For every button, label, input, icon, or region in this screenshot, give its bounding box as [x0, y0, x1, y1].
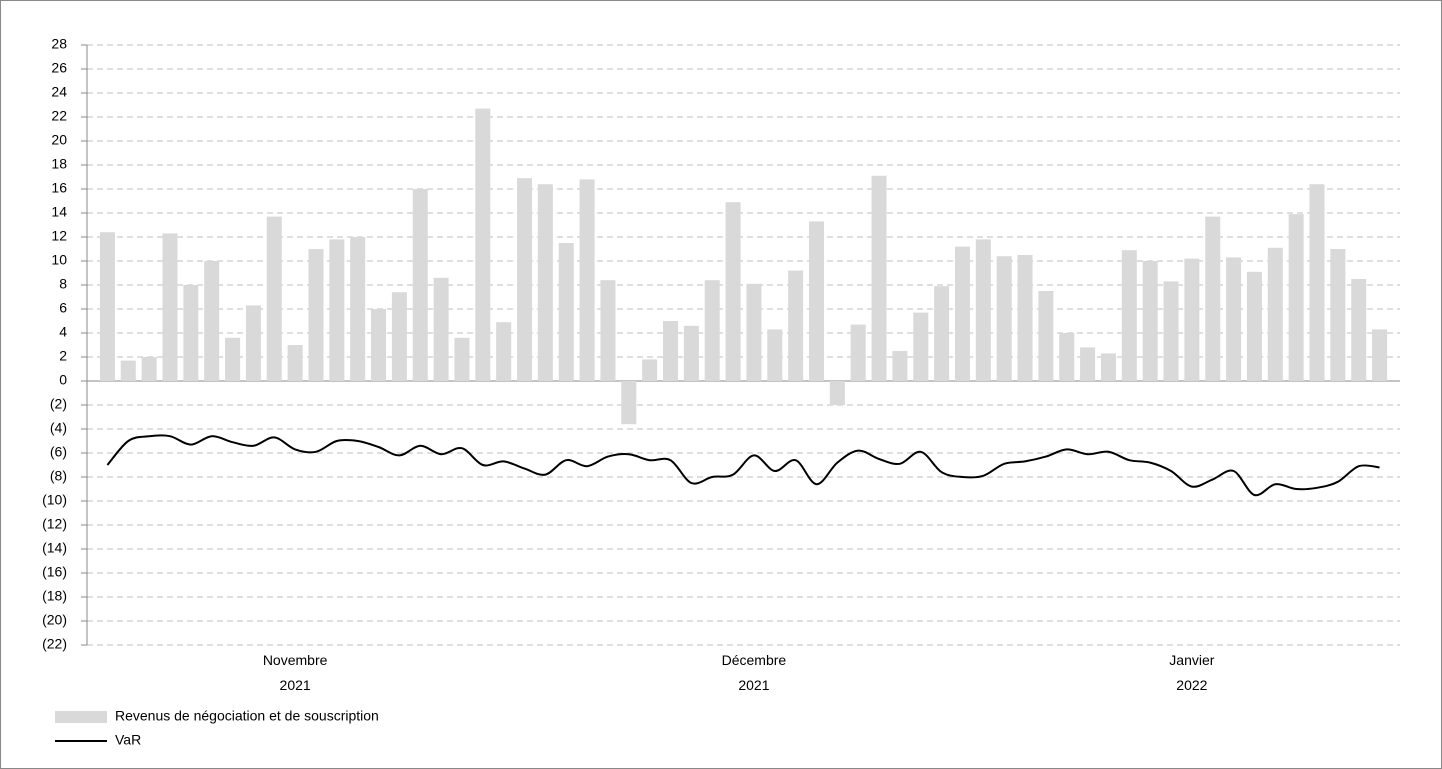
- y-tick-label: 4: [59, 324, 67, 340]
- bar: [308, 249, 324, 381]
- bar: [391, 292, 407, 381]
- bar: [412, 189, 428, 381]
- bar: [475, 108, 491, 381]
- y-tick-label: 16: [51, 180, 67, 196]
- bar: [99, 232, 115, 381]
- y-tick-label: (10): [42, 492, 67, 508]
- y-tick-label: (22): [42, 636, 67, 652]
- bar: [913, 312, 929, 381]
- bar: [767, 329, 783, 381]
- y-tick-label: 6: [59, 300, 67, 316]
- bar: [287, 345, 303, 381]
- bar: [621, 381, 637, 425]
- bar: [642, 359, 658, 381]
- y-tick-label: (6): [50, 444, 67, 460]
- y-tick-label: 12: [51, 228, 67, 244]
- y-tick-label: 2: [59, 348, 67, 364]
- bar: [120, 360, 136, 381]
- bar: [1309, 184, 1325, 381]
- bar: [1038, 291, 1054, 381]
- legend-label: Revenus de négociation et de souscriptio…: [115, 708, 379, 724]
- bar: [433, 277, 449, 381]
- bar: [829, 381, 845, 405]
- bar: [350, 237, 366, 381]
- bar: [704, 280, 720, 381]
- bar: [975, 239, 991, 381]
- bar: [329, 239, 345, 381]
- bar: [934, 286, 950, 381]
- y-tick-label: 14: [51, 204, 67, 220]
- var-line: [106, 434, 1380, 497]
- bar: [245, 305, 261, 381]
- y-tick-label: (8): [50, 468, 67, 484]
- bar: [1267, 247, 1283, 381]
- y-tick-label: 22: [51, 108, 67, 124]
- bar: [537, 184, 553, 381]
- y-tick-label: (16): [42, 564, 67, 580]
- y-tick-label: (18): [42, 588, 67, 604]
- bar: [850, 324, 866, 381]
- bar: [183, 285, 199, 381]
- x-tick-label: Novembre 2021: [263, 652, 328, 693]
- bar: [996, 256, 1012, 381]
- bar: [683, 325, 699, 381]
- bar: [517, 178, 533, 381]
- bar: [371, 309, 387, 381]
- bar: [1205, 216, 1221, 381]
- bar: [1017, 255, 1033, 381]
- bar: [1184, 258, 1200, 381]
- legend-label: VaR: [115, 732, 141, 748]
- bar: [1372, 329, 1388, 381]
- bar: [1080, 347, 1096, 381]
- bar: [788, 270, 804, 381]
- bar: [1246, 271, 1262, 381]
- bar: [954, 246, 970, 381]
- y-tick-label: 26: [51, 60, 67, 76]
- bar: [663, 321, 679, 381]
- bar: [204, 261, 220, 381]
- bar: [1288, 214, 1304, 381]
- bar: [141, 357, 157, 381]
- y-tick-label: 0: [59, 372, 67, 388]
- bar: [725, 202, 741, 381]
- y-tick-label: (4): [50, 420, 67, 436]
- x-tick-label: Janvier 2022: [1169, 652, 1214, 693]
- bar: [225, 337, 241, 381]
- bar: [1163, 281, 1179, 381]
- x-tick-label: Décembre 2021: [722, 652, 787, 693]
- y-tick-label: 18: [51, 156, 67, 172]
- bar: [496, 322, 512, 381]
- y-tick-label: (20): [42, 612, 67, 628]
- bar: [266, 216, 282, 381]
- y-tick-label: 20: [51, 132, 67, 148]
- y-tick-label: 10: [51, 252, 67, 268]
- bar: [1330, 249, 1346, 381]
- bar: [1142, 261, 1158, 381]
- y-tick-label: (12): [42, 516, 67, 532]
- bar: [162, 233, 178, 381]
- bar: [808, 221, 824, 381]
- bar: [454, 337, 470, 381]
- bar: [746, 283, 762, 381]
- y-tick-label: (14): [42, 540, 67, 556]
- bar: [871, 175, 887, 381]
- legend-swatch: [55, 711, 107, 723]
- bar: [1351, 279, 1367, 381]
- bar: [579, 179, 595, 381]
- bar: [1100, 353, 1116, 381]
- bar: [1059, 333, 1075, 381]
- bar: [892, 351, 908, 381]
- y-tick-label: 28: [51, 36, 67, 52]
- bar: [600, 280, 616, 381]
- bar: [1226, 257, 1242, 381]
- y-tick-label: 8: [59, 276, 67, 292]
- y-tick-label: 24: [51, 84, 67, 100]
- bar: [1121, 250, 1137, 381]
- y-tick-label: (2): [50, 396, 67, 412]
- bar: [558, 243, 574, 381]
